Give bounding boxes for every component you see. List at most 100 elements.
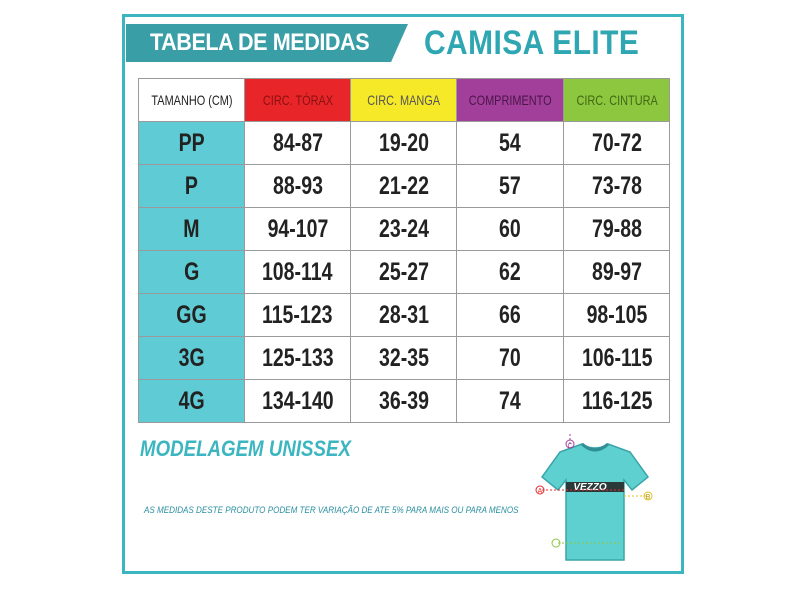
measure-cell: 28-31 (350, 293, 457, 337)
column-header: CIRC. MANGA (350, 78, 457, 122)
size-cell: 4G (138, 379, 245, 423)
jersey-stripe (566, 482, 624, 492)
measure-cell: 66 (455, 293, 565, 337)
measure-cell: 79-88 (563, 207, 671, 251)
measure-cell: 32-35 (350, 336, 457, 380)
table-row: 4G 134-140 36-39 74 116-125 (138, 379, 671, 423)
measure-cell: 60 (455, 207, 565, 251)
cell-text: 108-114 (262, 257, 333, 286)
measure-cell: 84-87 (244, 121, 351, 165)
measure-cell: 62 (455, 250, 565, 294)
cell-text: 4G (178, 386, 205, 415)
column-header-text: COMPRIMENTO (468, 92, 552, 108)
cell-text: 94-107 (267, 214, 328, 243)
measure-cell: 116-125 (563, 379, 671, 423)
cell-text: 57 (499, 171, 522, 200)
marker-label: B (646, 494, 651, 501)
measure-cell: 73-78 (563, 164, 671, 208)
measure-cell: 106-115 (563, 336, 671, 380)
marker-a (535, 485, 545, 495)
jersey-brand: VEZZO (573, 482, 607, 493)
measure-cell: 134-140 (244, 379, 351, 423)
cell-text: 70-72 (591, 128, 642, 157)
size-cell: G (138, 250, 245, 294)
size-table: TAMANHO (CM) CIRC. TÓRAX CIRC. MANGA COMPRI… (138, 78, 671, 423)
column-header: COMPRIMENTO (455, 78, 565, 122)
collar (580, 442, 610, 452)
cell-text: 134-140 (261, 386, 334, 415)
cell-text: 106-115 (581, 343, 653, 372)
table-row: PP 84-87 19-20 54 70-72 (138, 121, 671, 165)
cell-text: 84-87 (272, 128, 323, 157)
marker-label: A (538, 488, 543, 495)
column-header: TAMANHO (CM) (138, 78, 245, 122)
cell-text: G (183, 257, 200, 286)
measure-cell: 74 (455, 379, 565, 423)
cell-text: 125-133 (261, 343, 334, 372)
frame (122, 14, 684, 574)
note: AS MEDIDAS DESTE PRODUTO PODEM TER VARIA… (144, 505, 519, 516)
table-row: GG 115-123 28-31 66 98-105 (138, 293, 671, 337)
size-cell: M (138, 207, 245, 251)
measure-cell: 54 (455, 121, 565, 165)
measure-cell: 21-22 (350, 164, 457, 208)
size-cell: 3G (138, 336, 245, 380)
column-header-text: CIRC. CINTURA (576, 92, 658, 108)
column-header-text: TAMANHO (CM) (150, 92, 233, 108)
measure-cell: 125-133 (244, 336, 351, 380)
cell-text: P (184, 171, 199, 200)
marker-b (643, 491, 653, 501)
measure-cell: 89-97 (563, 250, 671, 294)
column-header: CIRC. CINTURA (563, 78, 671, 122)
cell-text: 74 (499, 386, 522, 415)
jersey-illustration: VEZZO C A B (535, 432, 653, 561)
cell-text: 98-105 (586, 300, 648, 329)
cell-text: GG (176, 300, 207, 329)
cell-text: 3G (178, 343, 205, 372)
measure-cell: 23-24 (350, 207, 457, 251)
table-row: 3G 125-133 32-35 70 106-115 (138, 336, 671, 380)
cell-text: 66 (499, 300, 522, 329)
table-row: P 88-93 21-22 57 73-78 (138, 164, 671, 208)
measure-cell: 70-72 (563, 121, 671, 165)
cell-text: 62 (499, 257, 522, 286)
measure-cell: 98-105 (563, 293, 671, 337)
cell-text: 89-97 (591, 257, 642, 286)
cell-text: 79-88 (591, 214, 642, 243)
cell-text: 21-22 (378, 171, 429, 200)
cell-text: 54 (499, 128, 522, 157)
measure-cell: 88-93 (244, 164, 351, 208)
title-banner (126, 24, 408, 62)
cell-text: 70 (499, 343, 522, 372)
size-cell: PP (138, 121, 245, 165)
cell-text: 25-27 (378, 257, 429, 286)
measure-cell: 94-107 (244, 207, 351, 251)
cell-text: 60 (499, 214, 522, 243)
measure-cell: 108-114 (244, 250, 351, 294)
cell-text: 23-24 (378, 214, 429, 243)
measure-cell: 70 (455, 336, 565, 380)
size-cell: P (138, 164, 245, 208)
column-header: CIRC. TÓRAX (244, 78, 351, 122)
marker-c (565, 439, 575, 449)
size-cell: GG (138, 293, 245, 337)
cell-text: 116-125 (581, 386, 653, 415)
model-label: MODELAGEM UNISSEX (140, 436, 351, 461)
cell-text: 32-35 (378, 343, 429, 372)
cell-text: 115-123 (262, 300, 333, 329)
measure-cell: 57 (455, 164, 565, 208)
cell-text: M (183, 214, 200, 243)
marker-label: C (567, 443, 572, 450)
measure-cell: 25-27 (350, 250, 457, 294)
cell-text: 19-20 (378, 128, 429, 157)
measure-cell: 36-39 (350, 379, 457, 423)
table-row: M 94-107 23-24 60 79-88 (138, 207, 671, 251)
measure-cell: 115-123 (244, 293, 351, 337)
subtitle: CAMISA ELITE (424, 24, 640, 62)
cell-text: 88-93 (272, 171, 323, 200)
cell-text: 36-39 (378, 386, 429, 415)
table-row: G 108-114 25-27 62 89-97 (138, 250, 671, 294)
marker-d (551, 538, 561, 548)
column-header-text: CIRC. MANGA (367, 92, 440, 108)
